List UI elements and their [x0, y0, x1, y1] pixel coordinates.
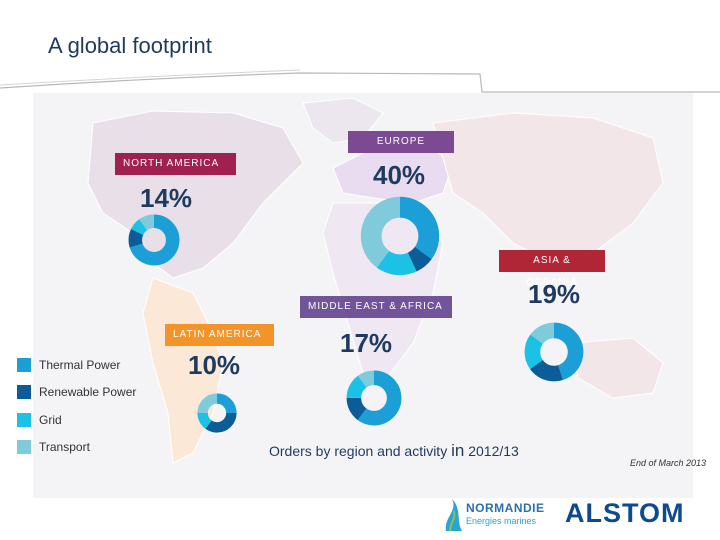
percent-latin-america: 10% — [188, 350, 241, 380]
donut-middle-east-africa — [346, 370, 402, 426]
legend-label: Transport — [39, 440, 90, 454]
donut-asia-oceania — [524, 322, 584, 382]
donut-segment-transport — [346, 370, 402, 426]
page-title: A global footprint — [48, 33, 212, 58]
wave-icon — [445, 499, 462, 532]
donut-segment-transport — [360, 196, 440, 276]
percent-asia-oceania: 19% — [528, 279, 581, 309]
donut-segment-transport — [128, 214, 180, 266]
caption-text: Orders by region and activity — [269, 443, 448, 459]
donut-north-america — [128, 214, 180, 266]
legend-swatch — [17, 385, 31, 399]
legend-label: Renewable Power — [39, 385, 137, 399]
region-label-north-america: NORTH AMERICA — [115, 153, 236, 175]
donut-segment-transport — [197, 393, 237, 433]
donut-segment-renewable-power — [128, 214, 180, 266]
normandie-logo-line1: NORMANDIE — [466, 501, 545, 515]
donut-segment-grid — [360, 196, 440, 276]
legend-swatch — [17, 413, 31, 427]
region-label-middle-east-africa: MIDDLE EAST & AFRICA — [300, 296, 452, 318]
caption-in: in — [451, 441, 465, 460]
donut-segment-renewable-power — [197, 393, 237, 433]
legend-swatch — [17, 440, 31, 454]
donut-segment-grid — [197, 393, 237, 433]
date-note: End of March 2013 — [630, 458, 707, 468]
region-label-latin-america: LATIN AMERICA — [165, 324, 274, 346]
caption-period: 2012/13 — [468, 443, 519, 459]
region-label-europe: EUROPE — [348, 131, 454, 153]
legend-label: Thermal Power — [39, 358, 121, 372]
alstom-logo: ALSTOM — [565, 498, 685, 528]
donut-latin-america — [197, 393, 237, 433]
legend-swatch — [17, 358, 31, 372]
percent-europe: 40% — [373, 160, 426, 190]
chart-caption: Orders by region and activity in 2012/13 — [269, 441, 519, 461]
header-divider — [0, 69, 720, 93]
percent-middle-east-africa: 17% — [340, 328, 393, 358]
donut-europe — [360, 196, 440, 276]
normandie-logo: NORMANDIE Energies marines — [440, 497, 550, 535]
donut-segment-thermal-power — [524, 322, 584, 382]
region-label-asia-oceania: ASIA & OCEANIA — [499, 250, 605, 288]
legend-label: Grid — [39, 413, 62, 427]
donut-segment-renewable-power — [524, 322, 584, 382]
percent-north-america: 14% — [140, 183, 193, 213]
donut-segment-renewable-power — [346, 370, 402, 426]
donut-segment-grid — [524, 322, 584, 382]
normandie-logo-line2: Energies marines — [466, 516, 537, 526]
